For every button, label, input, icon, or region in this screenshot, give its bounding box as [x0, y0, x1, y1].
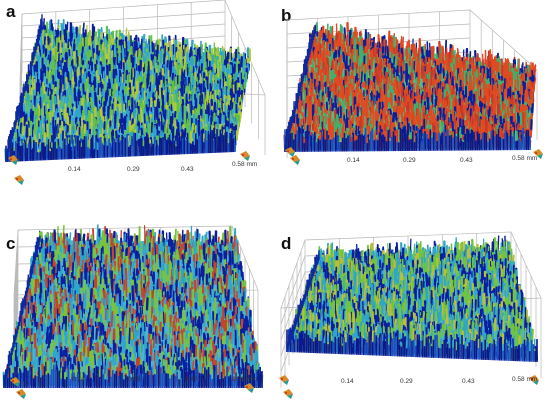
- compass-icon: [283, 389, 293, 399]
- surface-plot: [4, 0, 266, 185]
- surface-front-edge: [286, 250, 538, 362]
- axis-tick: 0.29: [127, 166, 140, 173]
- panel-a: a 0.14 0.29 0.43 0.58 mm: [0, 0, 275, 200]
- compass-icon: [290, 155, 300, 165]
- surface-spikes: [2, 224, 264, 388]
- compass-icon: [285, 147, 295, 157]
- surface-front-edge: [3, 235, 263, 388]
- surface-front-edge: [5, 14, 236, 162]
- axis-tick: 0.58 mm: [232, 161, 258, 168]
- axis-tick: 0.29: [403, 157, 416, 164]
- axis-tick: 0.43: [462, 378, 475, 385]
- compass-icon: [529, 375, 539, 385]
- compass-icon: [533, 149, 543, 159]
- axis-tick: 0.43: [460, 157, 473, 164]
- compass-icon: [16, 389, 26, 399]
- axis-tick: 0.58 mm: [232, 376, 258, 383]
- axis-tick: 0.14: [68, 166, 81, 173]
- axis-tick: 0.14: [341, 378, 354, 385]
- axis-tick: 0.29: [128, 376, 141, 383]
- surface-plot: [283, 9, 543, 165]
- surface-spikes: [4, 18, 251, 162]
- compass-icon: [240, 151, 250, 161]
- panel-d: d 0.14 0.29 0.43 0.58 mm: [275, 200, 550, 403]
- compass-icon: [8, 155, 18, 165]
- panel-c: c 0.14 0.29 0.43 0.58 mm: [0, 200, 275, 403]
- axis-tick: 0.58 mm: [512, 155, 538, 162]
- axis-tick: 0.58 mm: [512, 376, 538, 383]
- compass-icon: [14, 175, 24, 185]
- surface-plot: [2, 224, 264, 399]
- panel-label: d: [281, 234, 292, 253]
- panel-label: a: [6, 2, 16, 21]
- compass-icon: [244, 383, 254, 393]
- axis-tick: 0.29: [400, 378, 413, 385]
- panel-b: b 0.14 0.29 0.43 0.58 mm: [275, 0, 550, 200]
- panel-label: b: [281, 6, 292, 25]
- axis-tick: 0.43: [181, 166, 194, 173]
- axis-tick: 0.14: [347, 157, 360, 164]
- compass-icon: [10, 377, 20, 387]
- compass-icon: [279, 375, 289, 385]
- axis-tick: 0.43: [185, 376, 198, 383]
- surface-plot: [279, 231, 542, 399]
- surface-front-edge: [284, 25, 531, 152]
- panel-label: c: [6, 234, 16, 253]
- axis-tick: 0.14: [72, 376, 85, 383]
